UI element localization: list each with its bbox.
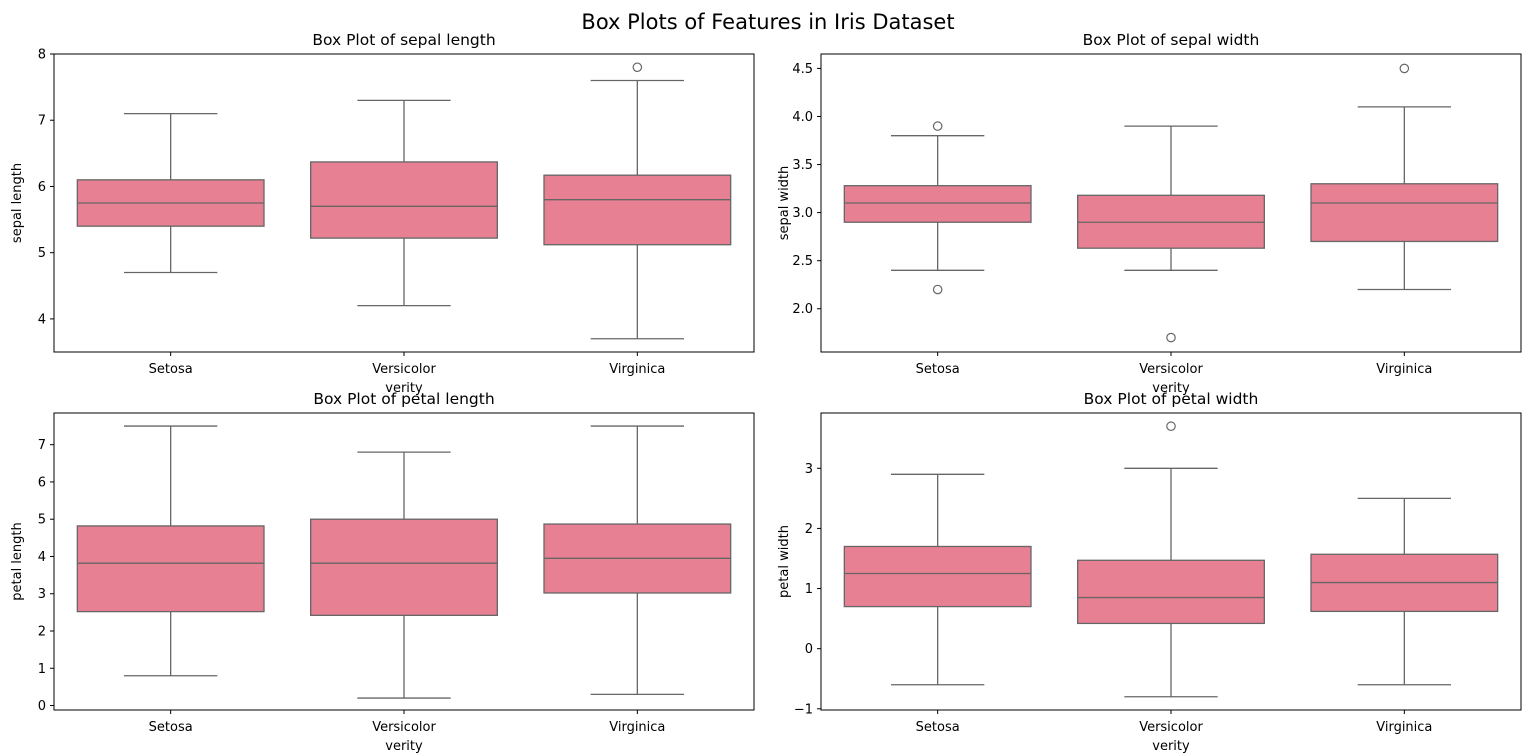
plot-frame: [820, 53, 1522, 353]
y-tick-label: 4.5: [792, 62, 813, 77]
outlier-point: [1399, 63, 1410, 74]
y-tick-label: 6: [38, 180, 46, 195]
y-axis-label: petal width: [777, 525, 792, 598]
chart-title: Box Plot of sepal width: [1083, 31, 1260, 49]
iqr-box: [310, 518, 498, 616]
box-setosa: [843, 473, 1032, 686]
x-axis-label: verity: [385, 381, 423, 396]
y-tick-label: 0: [38, 699, 46, 714]
x-axis-label: verity: [1152, 739, 1190, 754]
y-tick-label: 5: [38, 246, 46, 261]
iqr-box: [76, 525, 265, 613]
x-tick-label: Versicolor: [372, 362, 436, 377]
x-tick-label: Setosa: [916, 720, 960, 735]
chart-sepal-width: Box Plot of sepal width 2.0 2.5 3.0 3.5 4.0 4.…: [777, 31, 1522, 396]
y-tick-label: −1: [794, 702, 813, 717]
y-tick-label: 1: [38, 662, 46, 677]
box-versicolor: [1077, 421, 1265, 698]
iqr-box: [543, 174, 732, 246]
box-setosa: [843, 121, 1032, 295]
box-versicolor: [310, 99, 498, 307]
box-virginica: [1310, 497, 1499, 686]
outlier-point: [1166, 332, 1176, 343]
y-tick-label: 3.0: [792, 206, 813, 221]
x-tick-label: Versicolor: [1139, 720, 1203, 735]
x-tick-label: Virginica: [609, 720, 665, 735]
chart-petal-width: Box Plot of petal width −1 0 1 2 3 Setosa Versi…: [777, 390, 1522, 754]
x-tick-label: Virginica: [609, 362, 665, 377]
y-tick-label: 5: [38, 513, 46, 528]
y-tick-label: 4.0: [792, 110, 813, 125]
outlier-point: [932, 284, 943, 295]
y-tick-label: 7: [38, 438, 46, 453]
y-tick-label: 0: [805, 642, 813, 657]
x-axis-label: verity: [385, 739, 423, 754]
y-axis-label: sepal length: [10, 163, 25, 243]
box-virginica: [1310, 63, 1499, 291]
y-tick-label: 6: [38, 475, 46, 490]
x-tick-label: Setosa: [149, 362, 193, 377]
chart-title: Box Plot of petal length: [313, 390, 494, 408]
x-tick-label: Setosa: [149, 720, 193, 735]
y-tick-label: 3: [38, 587, 46, 602]
y-tick-label: 4: [38, 312, 46, 327]
outlier-point: [1166, 421, 1176, 432]
x-tick-label: Versicolor: [1139, 362, 1203, 377]
x-tick-label: Setosa: [916, 362, 960, 377]
x-tick-label: Virginica: [1376, 362, 1432, 377]
outlier-point: [632, 62, 643, 73]
iqr-box: [310, 161, 498, 239]
y-axis-label: petal length: [10, 522, 25, 601]
y-tick-label: 7: [38, 114, 46, 129]
x-tick-label: Versicolor: [372, 720, 436, 735]
box-virginica: [543, 62, 732, 340]
plot-frame: [53, 53, 755, 353]
chart-petal-length: Box Plot of petal length 0 1 2 3 4 5 6 7 Setosa Ve…: [10, 390, 755, 754]
y-tick-label: 2.5: [792, 254, 813, 269]
plot-frame: [53, 412, 755, 711]
box-setosa: [76, 425, 265, 677]
chart-title: Box Plot of sepal length: [312, 31, 495, 49]
box-versicolor: [1077, 125, 1265, 343]
iqr-box: [843, 545, 1032, 608]
iqr-box: [843, 185, 1032, 223]
outlier-point: [932, 121, 943, 131]
y-axis-label: sepal width: [777, 166, 792, 241]
figure-title: Box Plots of Features in Iris Dataset: [581, 10, 955, 34]
y-tick-label: 2: [38, 624, 46, 639]
y-tick-label: 4: [38, 550, 46, 565]
box-setosa: [76, 112, 265, 274]
chart-title: Box Plot of petal width: [1084, 390, 1259, 408]
y-tick-label: 8: [38, 48, 46, 63]
y-tick-label: 2: [805, 522, 813, 537]
box-virginica: [543, 425, 732, 695]
y-tick-label: 3.5: [792, 158, 813, 173]
x-tick-label: Virginica: [1376, 720, 1432, 735]
y-tick-label: 3: [805, 462, 813, 477]
y-tick-label: 1: [805, 582, 813, 597]
plot-frame: [820, 412, 1522, 711]
x-axis-label: verity: [1152, 381, 1190, 396]
y-tick-label: 2.0: [792, 302, 813, 317]
iqr-box: [1077, 559, 1265, 625]
iqr-box: [1310, 183, 1499, 243]
chart-sepal-length: Box Plot of sepal length 4 5 6 7 8 Setosa Versi…: [10, 31, 755, 396]
box-versicolor: [310, 451, 498, 699]
